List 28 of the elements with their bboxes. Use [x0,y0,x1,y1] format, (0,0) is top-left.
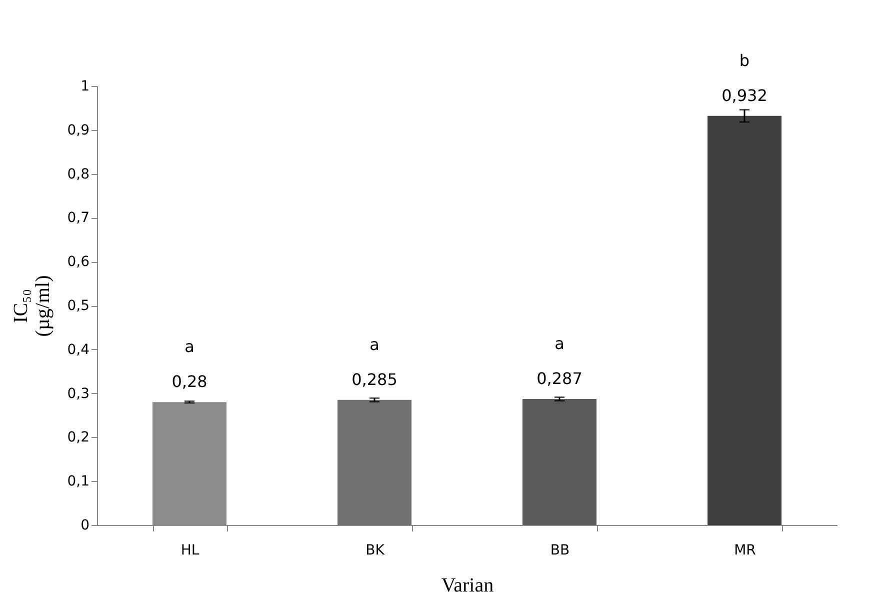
bar [338,400,412,525]
y-tick-label: 0 [80,518,90,534]
bar [708,116,782,525]
x-tick-label: HL [180,542,200,558]
y-axis-title: IC₅₀ (µg/ml) [10,275,54,337]
data-label: 0,285 [352,370,398,389]
y-tick-label: 0,9 [67,122,90,138]
annotation: a [184,337,194,356]
y-tick-label: 1 [80,78,90,94]
y-tick-label: 0,4 [67,342,90,358]
data-label: 0,932 [722,86,768,105]
x-tick-label: BK [366,542,386,558]
annotation: a [554,334,564,354]
data-label: 0,28 [172,372,208,392]
x-axis-title: Varian [441,574,494,594]
y-tick-label: 0,8 [67,166,90,182]
y-tick-label: 0,3 [67,386,90,402]
x-tick-label: MR [734,542,756,558]
annotation: b [739,50,750,70]
y-tick-label: 0,1 [67,474,90,490]
annotation: a [370,334,380,354]
y-tick-label: 0,2 [67,430,90,446]
x-tick-label: BB [550,542,570,558]
bar [522,399,596,525]
y-tick-label: 0,5 [67,298,90,314]
y-tick-label: 0,6 [67,254,90,270]
data-label: 0,287 [536,369,582,388]
y-tick-label: 0,7 [67,210,90,226]
